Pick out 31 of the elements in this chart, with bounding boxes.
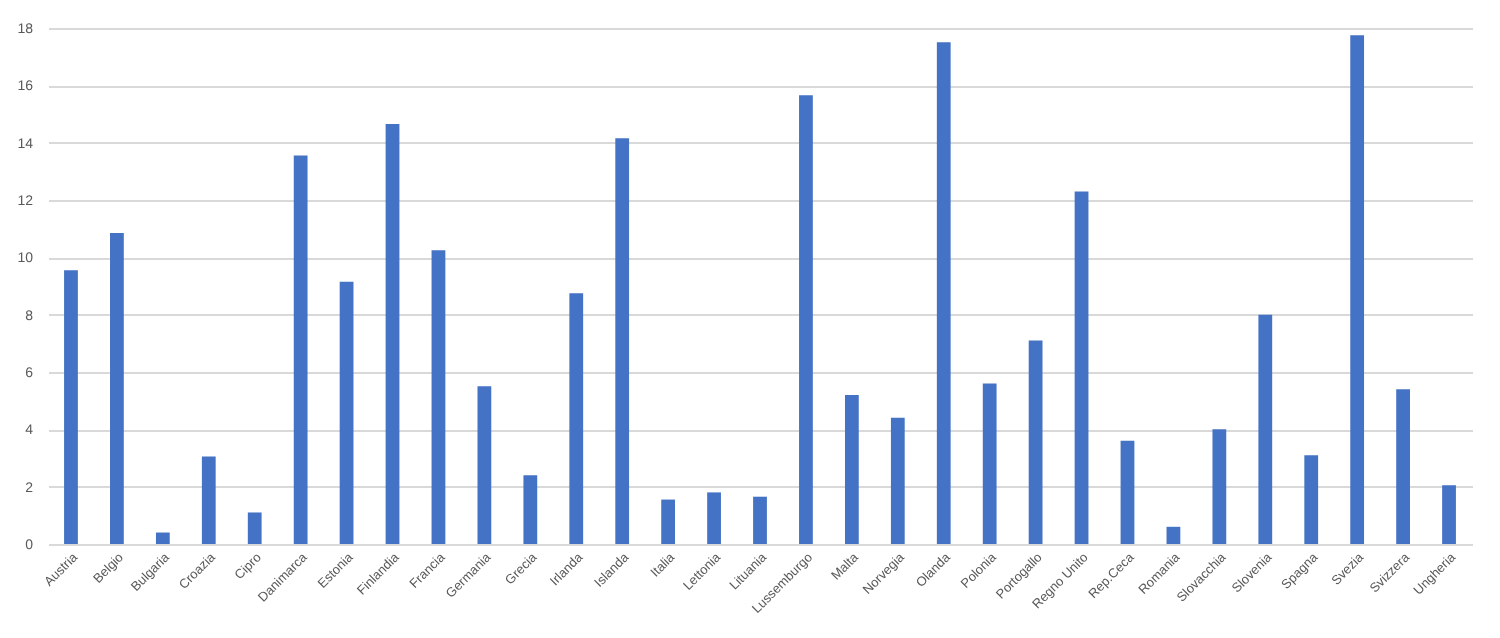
bar [661,499,676,544]
bar [890,417,905,544]
bar [523,475,538,544]
bar [1074,191,1089,544]
bar [385,124,400,544]
bar [201,456,216,544]
bar [569,293,584,544]
bar [1304,455,1319,544]
bar [155,532,170,544]
bar [431,250,446,544]
bar [1120,440,1135,544]
bar [477,386,492,544]
bar [799,95,813,544]
bar [110,232,124,544]
bar [753,496,767,544]
bar [293,155,308,544]
bar [1442,485,1456,544]
bar [1212,429,1227,544]
bar [1166,526,1181,544]
bar [1350,35,1365,544]
bar [936,42,951,544]
bar [615,138,630,544]
bar [339,281,354,544]
bar [1028,340,1043,544]
bar [247,512,262,544]
bar [707,492,721,544]
bar [1258,314,1273,544]
bar [1396,389,1410,544]
bar [844,394,859,544]
bar [64,270,78,544]
bar [982,383,997,544]
